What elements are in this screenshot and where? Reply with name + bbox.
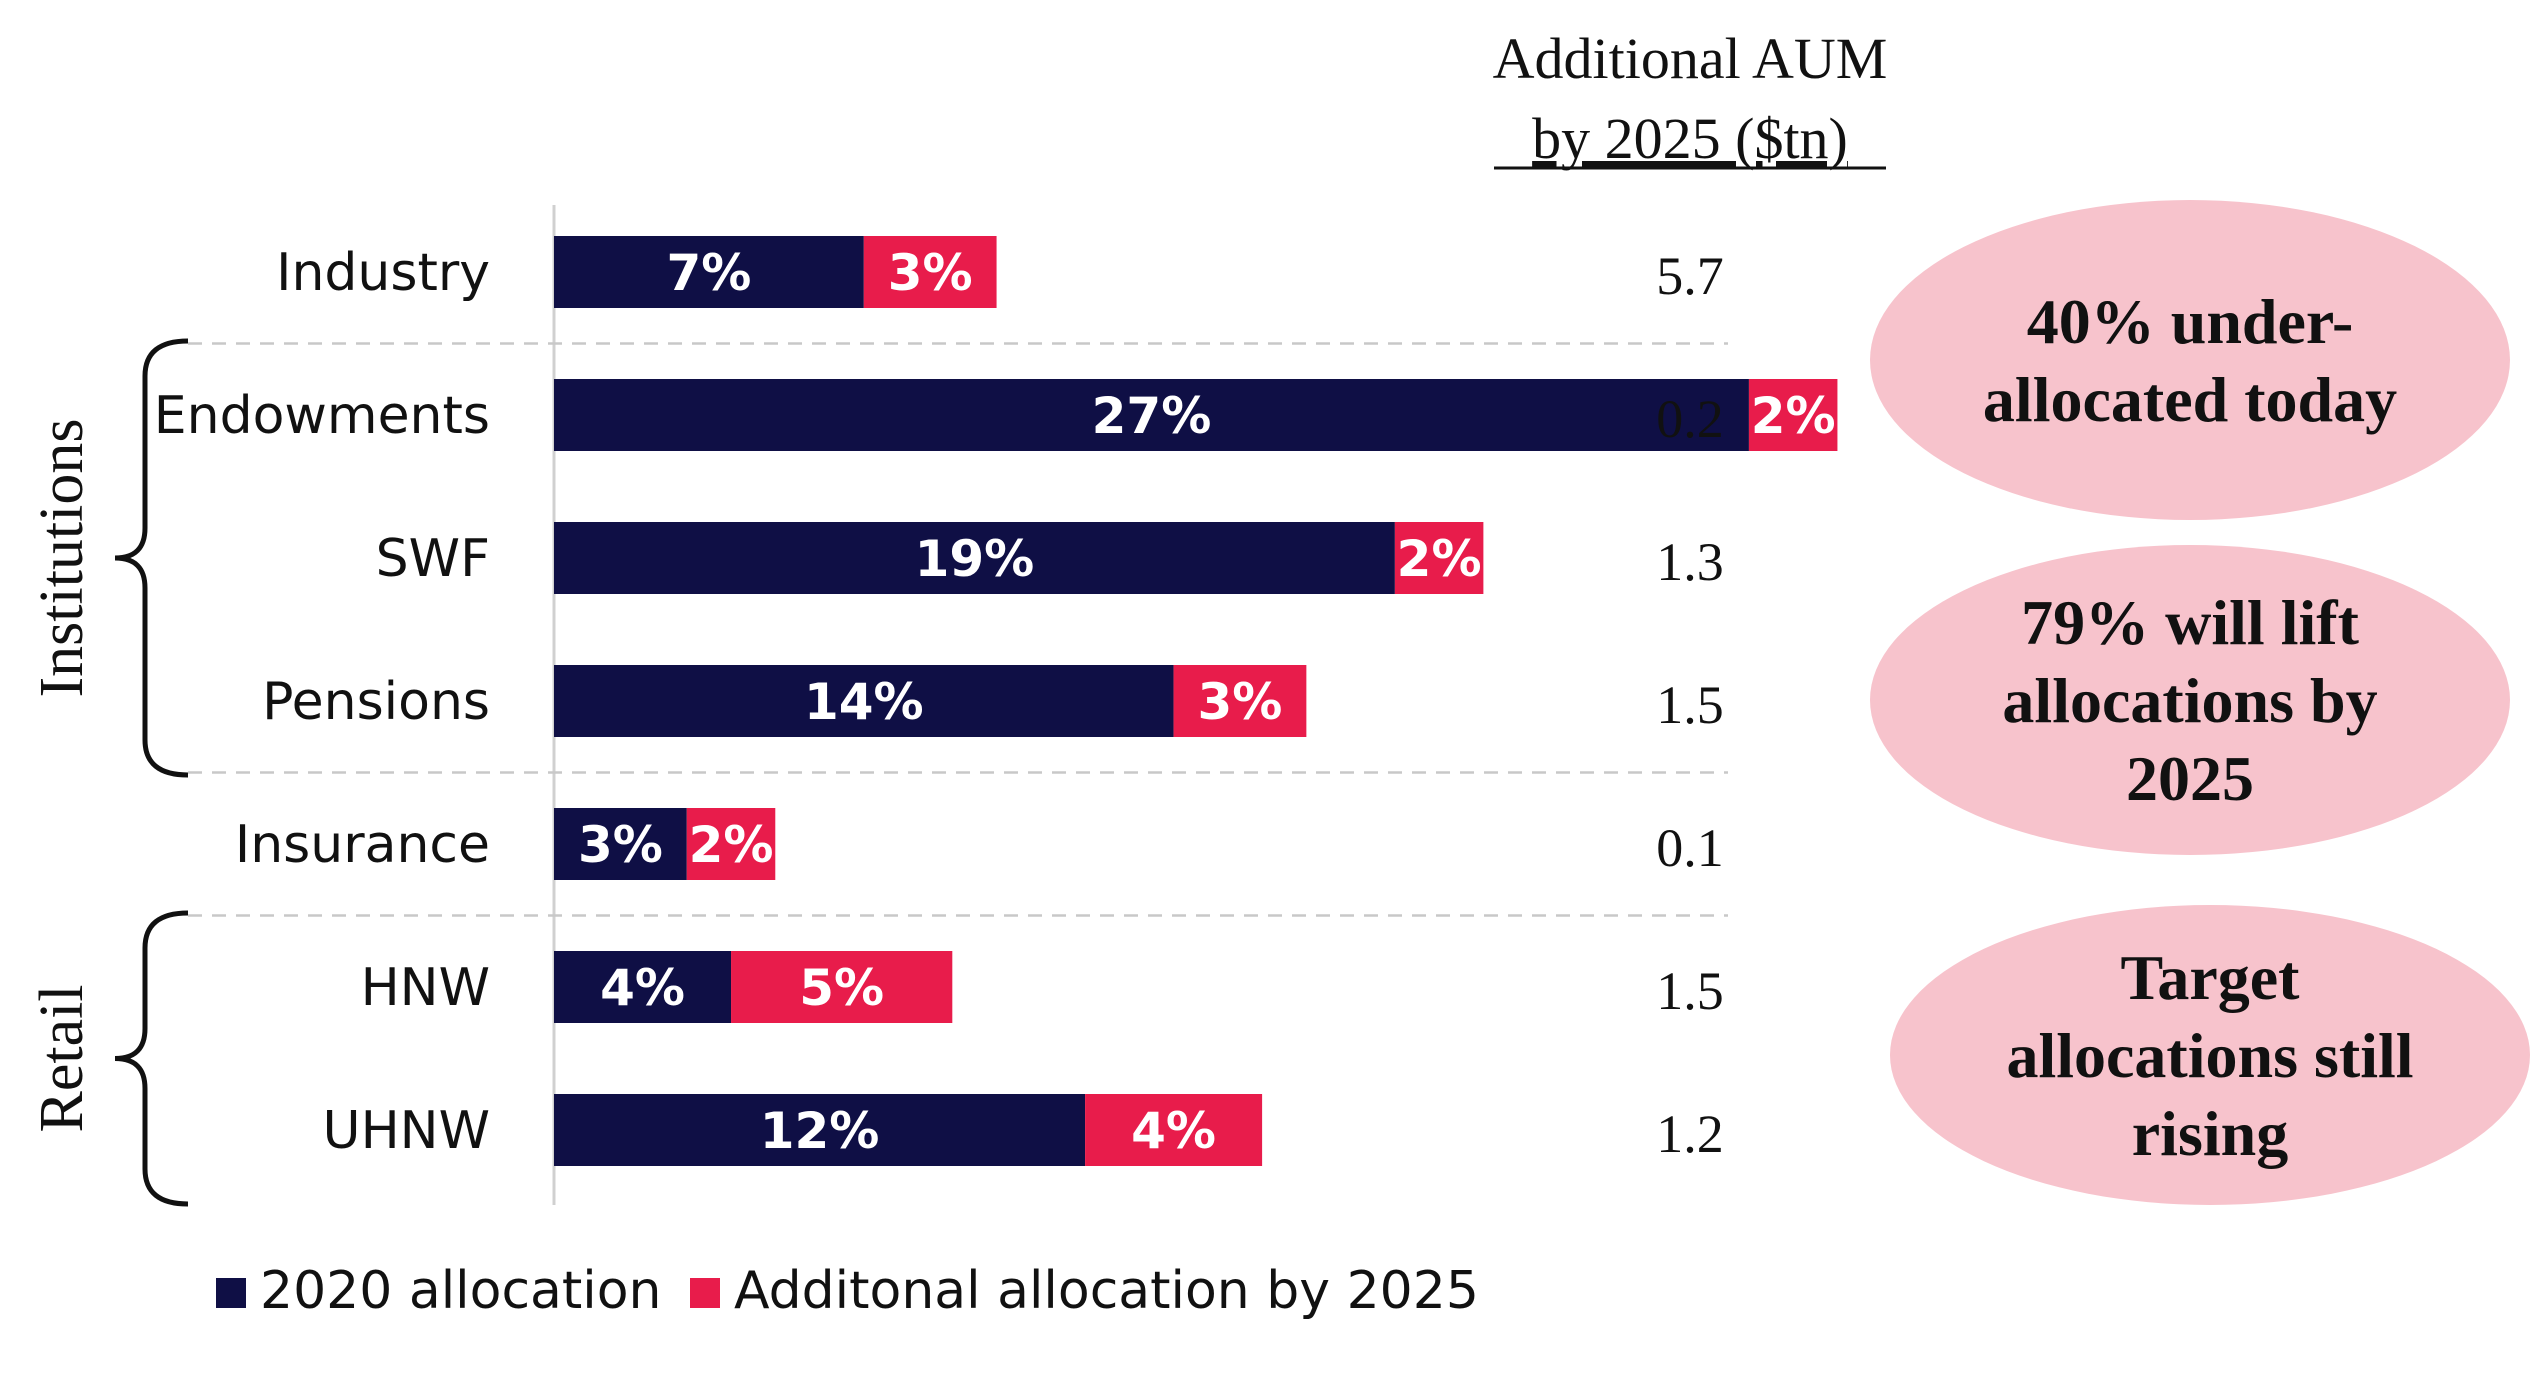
bar-value-label: 4% bbox=[1131, 1102, 1216, 1160]
bar-value-label: 4% bbox=[600, 959, 685, 1017]
bar-2020-allocation bbox=[554, 1094, 1086, 1166]
callout-text: 40% under- bbox=[2027, 286, 2354, 357]
bar-value-label: 27% bbox=[1092, 387, 1212, 445]
callout-bubble bbox=[1890, 905, 2530, 1205]
category-label: Pensions bbox=[262, 672, 490, 732]
category-label: Endowments bbox=[154, 386, 490, 446]
aum-header: Additional AUM bbox=[1493, 26, 1888, 91]
bar-value-label: 3% bbox=[578, 816, 663, 874]
category-label: Insurance bbox=[235, 815, 490, 875]
bar-value-label: 3% bbox=[888, 244, 973, 302]
bars bbox=[216, 236, 1838, 1308]
callout-text: 79% will lift bbox=[2021, 587, 2359, 658]
bar-additional-allocation bbox=[731, 951, 953, 1023]
aum-value: 0.2 bbox=[1656, 389, 1724, 449]
bar-value-label: 14% bbox=[804, 673, 924, 731]
bar-2020-allocation bbox=[554, 808, 687, 880]
bar-additional-allocation bbox=[686, 808, 776, 880]
bar-additional-allocation bbox=[863, 236, 997, 308]
aum-value: 1.5 bbox=[1656, 675, 1724, 735]
group-label: Institutions bbox=[28, 418, 96, 697]
aum-value: 1.3 bbox=[1656, 532, 1724, 592]
callout-text: allocations by bbox=[2002, 665, 2377, 736]
bar-value-label: 2% bbox=[1751, 387, 1836, 445]
category-label: UHNW bbox=[323, 1101, 490, 1161]
aum-value: 0.1 bbox=[1656, 818, 1724, 878]
bar-2020-allocation bbox=[554, 522, 1395, 594]
bar-value-label: 7% bbox=[666, 244, 751, 302]
labels: 7% 3% Industry 5.7 27% 2% Endowments 0.2 19% 2% SW… bbox=[28, 26, 2414, 1321]
bar-2020-allocation bbox=[554, 951, 732, 1023]
bar-2020-allocation bbox=[554, 665, 1174, 737]
bar-value-label: 2% bbox=[1397, 530, 1482, 588]
category-label: HNW bbox=[361, 958, 490, 1018]
callout-text: allocations still bbox=[2006, 1020, 2413, 1091]
aum-value: 5.7 bbox=[1656, 246, 1724, 306]
category-label: Industry bbox=[276, 243, 490, 303]
aum-header-units: by 2025 ($tn) bbox=[1532, 106, 1848, 171]
bar-value-label: 5% bbox=[799, 959, 884, 1017]
group-label: Retail bbox=[28, 984, 96, 1132]
structure-lines bbox=[114, 166, 2530, 1207]
bar-2020-allocation bbox=[554, 379, 1749, 451]
bar-value-label: 19% bbox=[915, 530, 1035, 588]
bar-value-label: 3% bbox=[1198, 673, 1283, 731]
callout-bubble bbox=[1870, 545, 2510, 855]
aum-value: 1.2 bbox=[1656, 1104, 1724, 1164]
bar-value-label: 12% bbox=[760, 1102, 880, 1160]
callout-text: 2025 bbox=[2126, 743, 2254, 814]
callout-text: rising bbox=[2132, 1098, 2288, 1169]
legend-label: Additonal allocation by 2025 bbox=[734, 1261, 1479, 1321]
group-brace bbox=[114, 338, 189, 778]
bar-additional-allocation bbox=[1748, 379, 1838, 451]
bar-additional-allocation bbox=[1085, 1094, 1263, 1166]
bar-additional-allocation bbox=[1394, 522, 1484, 594]
callout-bubble bbox=[1870, 200, 2510, 520]
bar-additional-allocation bbox=[1173, 665, 1307, 737]
legend-swatch bbox=[216, 1278, 246, 1308]
bar-value-label: 2% bbox=[689, 816, 774, 874]
callout-text: allocated today bbox=[1983, 364, 2397, 435]
group-brace bbox=[114, 910, 189, 1207]
aum-value: 1.5 bbox=[1656, 961, 1724, 1021]
category-label: SWF bbox=[376, 529, 490, 589]
legend-label: 2020 allocation bbox=[260, 1261, 662, 1321]
bar-2020-allocation bbox=[554, 236, 864, 308]
callout-text: Target bbox=[2121, 942, 2301, 1013]
legend-swatch bbox=[690, 1278, 720, 1308]
